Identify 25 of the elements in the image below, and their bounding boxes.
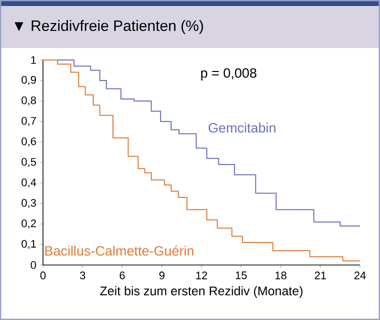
x-axis-title: Zeit bis zum ersten Rezidiv (Monate) xyxy=(100,286,302,298)
chart-title: ▼ Rezidivfreie Patienten (%) xyxy=(14,20,203,34)
x-tick-label: 6 xyxy=(120,272,125,280)
x-tick-label: 0 xyxy=(40,272,46,280)
x-tick-label: 12 xyxy=(196,272,208,280)
x-tick-label: 3 xyxy=(80,272,86,280)
y-tick-label: 0,2 xyxy=(22,219,36,229)
y-tick-label: 0,6 xyxy=(22,137,36,147)
y-tick-label: 0,8 xyxy=(22,96,36,106)
x-tick-label: 18 xyxy=(275,272,286,280)
x-tick-label: 15 xyxy=(236,272,247,280)
series-label: Gemcitabin xyxy=(208,122,276,133)
y-tick-label: 0,9 xyxy=(22,76,36,86)
y-tick-label: 0,5 xyxy=(22,158,36,168)
x-tick-label: 24 xyxy=(354,272,366,280)
y-tick-label: 0 xyxy=(30,261,36,269)
text: Bacillus-Calmette-Guérin xyxy=(45,246,194,256)
x-tick-label: 9 xyxy=(159,272,164,280)
y-tick-label: 0,7 xyxy=(22,116,36,126)
y-tick-label: 0,4 xyxy=(22,178,36,188)
y-tick-label: 0,3 xyxy=(22,198,36,208)
annotation: p = 0,008 xyxy=(201,68,256,80)
y-tick-label: 0,1 xyxy=(22,240,36,250)
x-tick-label: 21 xyxy=(314,272,326,280)
y-tick-label: 1 xyxy=(31,56,36,64)
